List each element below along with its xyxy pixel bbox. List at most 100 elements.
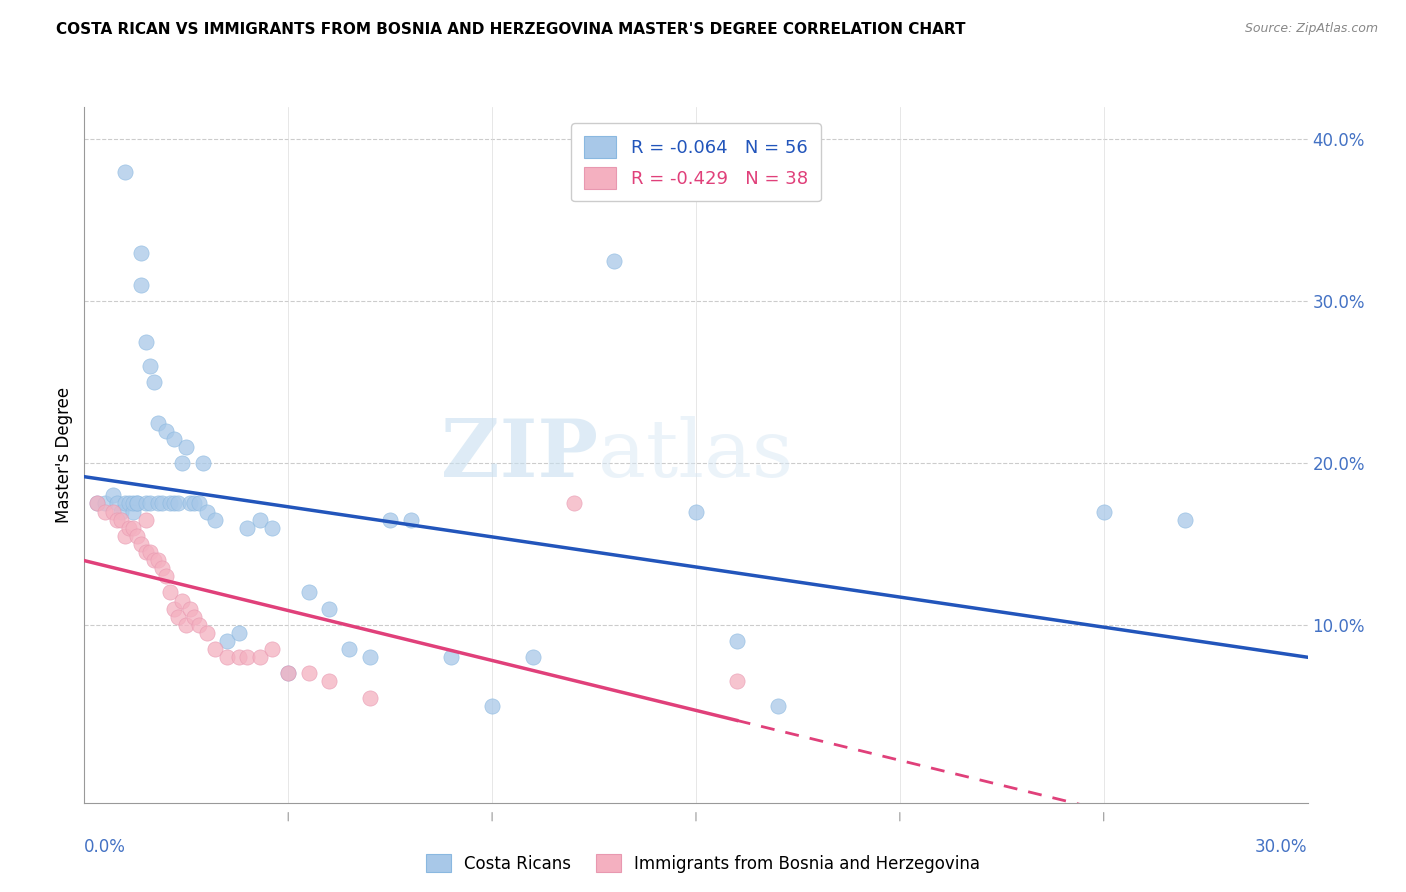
Point	[101, 504, 124, 518]
Point	[318, 601, 340, 615]
Point	[105, 496, 128, 510]
Point	[172, 593, 194, 607]
Point	[135, 545, 157, 559]
Point	[179, 496, 201, 510]
Point	[440, 650, 463, 665]
Point	[249, 513, 271, 527]
Point	[146, 553, 169, 567]
Point	[93, 496, 115, 510]
Point	[1092, 504, 1115, 518]
Point	[562, 496, 585, 510]
Point	[1174, 513, 1197, 527]
Point	[228, 650, 250, 665]
Point	[131, 537, 153, 551]
Point	[380, 513, 402, 527]
Point	[114, 496, 136, 510]
Point	[204, 642, 226, 657]
Point	[118, 521, 141, 535]
Point	[236, 521, 259, 535]
Point	[118, 496, 141, 510]
Point	[131, 245, 153, 260]
Point	[183, 496, 205, 510]
Y-axis label: Master's Degree: Master's Degree	[55, 387, 73, 523]
Point	[122, 496, 145, 510]
Point	[167, 609, 190, 624]
Point	[142, 375, 165, 389]
Point	[522, 650, 544, 665]
Point	[114, 529, 136, 543]
Point	[155, 569, 177, 583]
Point	[399, 513, 422, 527]
Point	[685, 504, 707, 518]
Point	[110, 513, 132, 527]
Point	[217, 634, 239, 648]
Point	[150, 496, 173, 510]
Point	[191, 456, 214, 470]
Point	[228, 626, 250, 640]
Point	[204, 513, 226, 527]
Text: Source: ZipAtlas.com: Source: ZipAtlas.com	[1244, 22, 1378, 36]
Point	[277, 666, 299, 681]
Point	[127, 496, 149, 510]
Point	[163, 496, 186, 510]
Point	[359, 650, 381, 665]
Point	[359, 690, 381, 705]
Point	[142, 553, 165, 567]
Point	[135, 334, 157, 349]
Point	[725, 674, 748, 689]
Text: atlas: atlas	[598, 416, 793, 494]
Point	[86, 496, 108, 510]
Point	[187, 617, 209, 632]
Point	[236, 650, 259, 665]
Text: 0.0%: 0.0%	[84, 838, 127, 855]
Point	[127, 529, 149, 543]
Point	[260, 642, 283, 657]
Point	[86, 496, 108, 510]
Point	[167, 496, 190, 510]
Point	[93, 504, 115, 518]
Point	[603, 253, 626, 268]
Legend: Costa Ricans, Immigrants from Bosnia and Herzegovina: Costa Ricans, Immigrants from Bosnia and…	[419, 847, 987, 880]
Point	[110, 504, 132, 518]
Point	[146, 416, 169, 430]
Point	[179, 601, 201, 615]
Point	[481, 698, 503, 713]
Point	[277, 666, 299, 681]
Point	[766, 698, 789, 713]
Point	[249, 650, 271, 665]
Point	[725, 634, 748, 648]
Point	[174, 440, 197, 454]
Point	[298, 666, 321, 681]
Point	[159, 585, 181, 599]
Point	[260, 521, 283, 535]
Point	[135, 513, 157, 527]
Point	[138, 359, 160, 373]
Point	[114, 165, 136, 179]
Point	[339, 642, 360, 657]
Point	[122, 521, 145, 535]
Point	[150, 561, 173, 575]
Point	[163, 432, 186, 446]
Point	[155, 424, 177, 438]
Point	[131, 278, 153, 293]
Text: ZIP: ZIP	[441, 416, 598, 494]
Point	[122, 504, 145, 518]
Point	[138, 496, 160, 510]
Point	[318, 674, 340, 689]
Point	[187, 496, 209, 510]
Point	[159, 496, 181, 510]
Point	[183, 609, 205, 624]
Point	[127, 496, 149, 510]
Point	[174, 617, 197, 632]
Text: COSTA RICAN VS IMMIGRANTS FROM BOSNIA AND HERZEGOVINA MASTER'S DEGREE CORRELATIO: COSTA RICAN VS IMMIGRANTS FROM BOSNIA AN…	[56, 22, 966, 37]
Point	[101, 488, 124, 502]
Point	[146, 496, 169, 510]
Text: 30.0%: 30.0%	[1256, 838, 1308, 855]
Point	[298, 585, 321, 599]
Point	[105, 513, 128, 527]
Legend: R = -0.064   N = 56, R = -0.429   N = 38: R = -0.064 N = 56, R = -0.429 N = 38	[571, 123, 821, 202]
Point	[135, 496, 157, 510]
Point	[138, 545, 160, 559]
Point	[172, 456, 194, 470]
Point	[217, 650, 239, 665]
